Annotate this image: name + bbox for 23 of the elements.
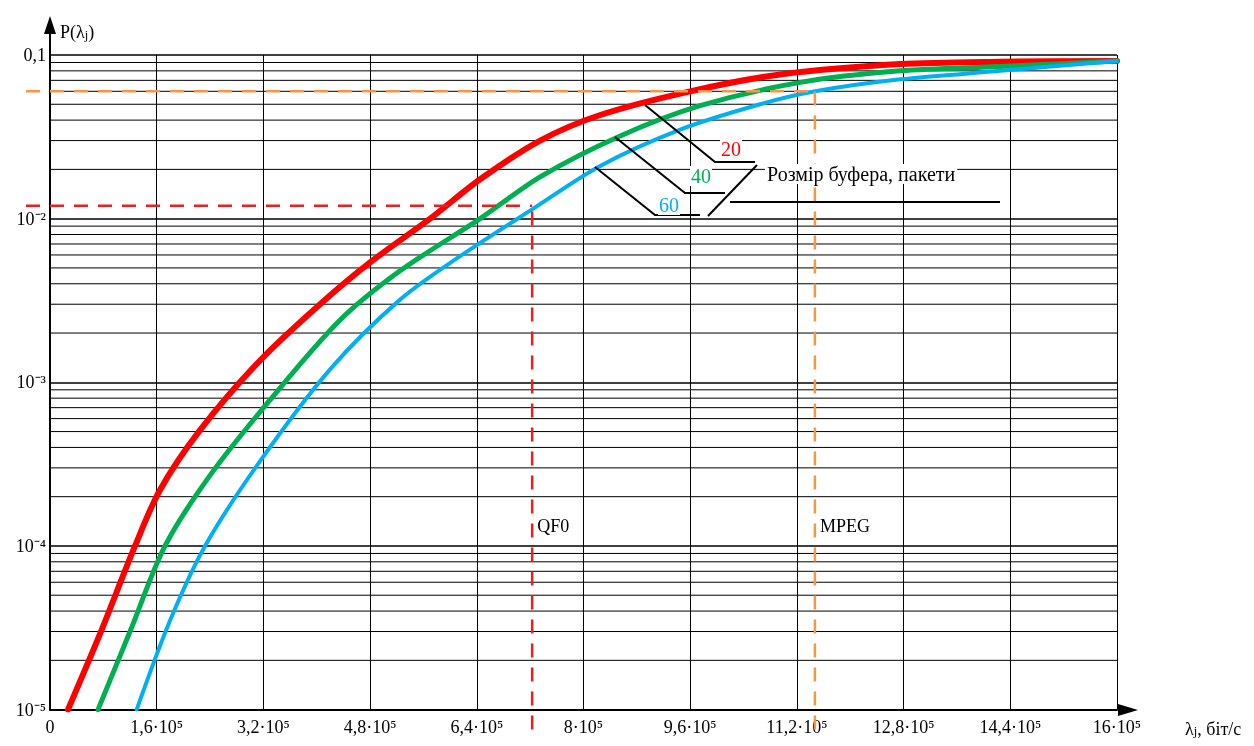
x-tick-label: 3,2·10⁵ [237, 716, 290, 737]
x-tick-label: 1,6·10⁵ [130, 716, 184, 737]
x-tick-label: 16·10⁵ [1092, 716, 1142, 737]
x-tick-label: 14,4·10⁵ [979, 716, 1042, 737]
legend-title: Розмір буфера, пакети [767, 163, 956, 186]
y-tick-label: 0,1 [23, 45, 46, 65]
x-axis-title: λj, біт/с [1185, 718, 1242, 739]
y-tick-label: 10⁻² [16, 208, 46, 229]
x-tick-label: 0 [45, 716, 55, 737]
y-tick-label: 10⁻⁵ [15, 699, 46, 720]
text: 20 [721, 138, 741, 160]
x-tick-label: 6,4·10⁵ [450, 716, 504, 737]
text: 40 [691, 165, 711, 187]
x-tick-label: 12,8·10⁵ [872, 716, 935, 737]
y-axis-title: P(λj) [60, 21, 95, 43]
ref-line-label: QF0 [537, 516, 570, 537]
x-tick-label: 4,8·10⁵ [343, 716, 397, 737]
x-tick-label: 9,6·10⁵ [663, 716, 717, 737]
y-tick-label: 10⁻³ [16, 372, 47, 393]
text: 60 [659, 194, 679, 216]
y-tick-label: 10⁻⁴ [15, 535, 46, 556]
ref-line-label: MPEG [819, 516, 870, 537]
x-tick-label: 8·10⁵ [563, 716, 604, 737]
